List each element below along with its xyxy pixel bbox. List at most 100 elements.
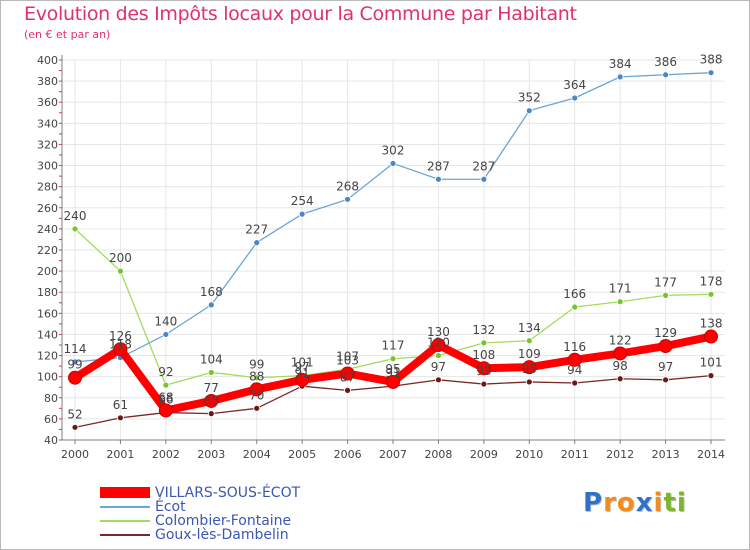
data-point bbox=[71, 358, 79, 366]
data-point bbox=[389, 160, 397, 167]
series bbox=[68, 69, 719, 431]
legend-swatch bbox=[100, 487, 150, 498]
data-point bbox=[616, 73, 624, 81]
legend-label: Goux-lès-Dambelin bbox=[155, 527, 289, 543]
data-label: 138 bbox=[700, 317, 723, 331]
data-point bbox=[71, 225, 79, 233]
y-tick-label: 40 bbox=[44, 434, 58, 447]
chart-subtitle: (en € et par an) bbox=[24, 28, 111, 41]
data-label: 88 bbox=[249, 369, 264, 383]
data-point bbox=[204, 393, 219, 408]
legend-swatch bbox=[100, 520, 150, 522]
data-point bbox=[525, 107, 533, 115]
data-label: 91 bbox=[385, 366, 400, 380]
y-tick-label: 220 bbox=[37, 244, 58, 257]
data-label: 287 bbox=[472, 159, 495, 173]
data-label: 104 bbox=[200, 352, 223, 366]
data-label: 254 bbox=[291, 194, 314, 208]
data-point bbox=[113, 342, 128, 357]
data-point bbox=[158, 403, 173, 418]
data-point bbox=[431, 338, 446, 352]
data-label: 388 bbox=[700, 53, 723, 67]
logo-letter: o bbox=[616, 488, 636, 518]
data-point bbox=[207, 301, 215, 309]
legend-label: Écot bbox=[155, 499, 186, 515]
data-label: 68 bbox=[158, 390, 173, 404]
data-label: 101 bbox=[291, 356, 314, 370]
data-point bbox=[249, 382, 264, 397]
data-point bbox=[207, 369, 215, 376]
data-point bbox=[525, 378, 533, 386]
data-point bbox=[480, 175, 488, 183]
data-point bbox=[207, 410, 215, 418]
y-tick-label: 360 bbox=[37, 96, 58, 109]
x-tick-label: 2009 bbox=[470, 448, 498, 461]
data-label: 384 bbox=[609, 57, 632, 71]
data-label: 87 bbox=[340, 370, 355, 384]
data-label: 120 bbox=[427, 336, 450, 350]
data-point bbox=[344, 195, 351, 203]
logo-letter: P bbox=[583, 488, 604, 518]
data-label: 227 bbox=[245, 223, 268, 237]
data-label: 386 bbox=[654, 55, 677, 69]
data-label: 92 bbox=[158, 365, 173, 379]
data-label: 116 bbox=[563, 340, 586, 354]
data-point bbox=[567, 352, 582, 367]
data-label: 99 bbox=[67, 358, 82, 372]
proxiti-logo: Proxiti bbox=[583, 488, 687, 518]
data-point bbox=[571, 379, 579, 387]
data-point bbox=[525, 337, 533, 345]
y-tick-label: 80 bbox=[44, 392, 58, 405]
chart-title: Evolution des Impôts locaux pour la Comm… bbox=[24, 3, 577, 25]
data-label: 140 bbox=[154, 314, 177, 328]
legend-label: Colombier-Fontaine bbox=[155, 513, 292, 529]
data-label: 77 bbox=[204, 381, 219, 395]
data-point bbox=[707, 290, 715, 298]
legend-swatch bbox=[100, 534, 150, 536]
data-label: 95 bbox=[385, 362, 400, 376]
legend-swatch bbox=[100, 506, 150, 508]
x-tick-label: 2007 bbox=[379, 448, 407, 461]
logo-letter: r bbox=[603, 488, 617, 518]
data-label: 130 bbox=[427, 325, 450, 339]
y-tick-label: 60 bbox=[44, 413, 58, 426]
data-point bbox=[571, 94, 579, 102]
x-tick-label: 2000 bbox=[61, 448, 89, 461]
data-point bbox=[71, 423, 79, 431]
data-point bbox=[295, 372, 310, 387]
data-label: 52 bbox=[67, 407, 82, 421]
axes: 40 60 80 100 120 140 160 180 200 220 240 260 280 300 3… bbox=[37, 54, 725, 461]
x-tick-label: 2014 bbox=[697, 448, 725, 461]
x-tick-label: 2010 bbox=[515, 448, 543, 461]
y-tick-label: 240 bbox=[37, 223, 58, 236]
data-label: 97 bbox=[295, 360, 310, 374]
data-label: 364 bbox=[563, 78, 586, 92]
x-tick-label: 2001 bbox=[106, 448, 134, 461]
data-point bbox=[480, 339, 488, 347]
data-label: 101 bbox=[700, 356, 723, 370]
data-label: 95 bbox=[522, 362, 537, 376]
y-tick-label: 380 bbox=[37, 75, 58, 88]
data-label: 166 bbox=[563, 287, 586, 301]
data-point bbox=[253, 404, 261, 412]
x-tick-label: 2005 bbox=[288, 448, 316, 461]
y-tick-label: 140 bbox=[37, 328, 58, 341]
data-label: 129 bbox=[654, 326, 677, 340]
data-point bbox=[707, 69, 715, 77]
data-label: 108 bbox=[472, 348, 495, 362]
logo-letter: t bbox=[663, 488, 677, 518]
x-tick-label: 2013 bbox=[652, 448, 680, 461]
legend-label: VILLARS-SOUS-ÉCOT bbox=[155, 485, 301, 501]
data-point bbox=[298, 210, 306, 218]
data-point bbox=[480, 380, 488, 388]
logo-letter: i bbox=[676, 488, 687, 518]
data-label: 117 bbox=[382, 339, 405, 353]
data-label: 132 bbox=[472, 323, 495, 337]
data-point bbox=[707, 372, 715, 380]
logo-letter: x bbox=[635, 488, 654, 518]
data-label: 240 bbox=[64, 209, 87, 223]
data-label: 122 bbox=[609, 333, 632, 347]
data-label: 171 bbox=[609, 282, 632, 296]
data-point bbox=[522, 360, 537, 375]
